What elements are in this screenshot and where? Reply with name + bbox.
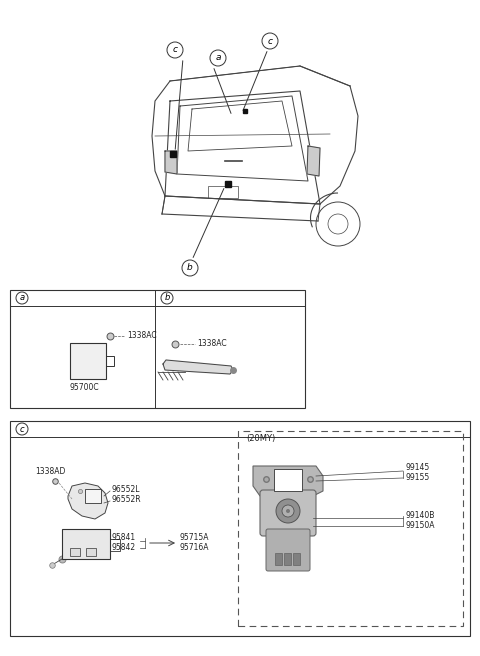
Text: 1338AD: 1338AD (35, 466, 65, 476)
Bar (62, 529, 110, 559)
Bar (284, 553, 291, 565)
Text: 95700C: 95700C (70, 382, 100, 392)
Text: 99145: 99145 (405, 464, 429, 472)
Text: 99150A: 99150A (405, 522, 434, 531)
Circle shape (161, 292, 173, 304)
Bar (85, 489, 101, 503)
Circle shape (16, 292, 28, 304)
Text: a: a (215, 54, 221, 62)
Text: 95841: 95841 (112, 533, 136, 543)
Polygon shape (253, 466, 323, 496)
Circle shape (167, 42, 183, 58)
Bar (208, 186, 238, 198)
Bar (110, 539, 120, 551)
Polygon shape (165, 151, 177, 174)
Bar (106, 356, 114, 366)
Text: c: c (267, 37, 273, 45)
Bar (70, 343, 106, 379)
Text: a: a (19, 293, 24, 302)
Bar (86, 548, 96, 556)
Bar (10, 421, 470, 636)
Text: 1338AC: 1338AC (197, 340, 227, 348)
Text: 96552L: 96552L (112, 485, 141, 493)
Text: 99155: 99155 (405, 474, 429, 483)
Text: 95716A: 95716A (180, 543, 209, 552)
Polygon shape (163, 360, 233, 374)
Text: c: c (20, 424, 24, 434)
Bar (70, 548, 80, 556)
Circle shape (210, 50, 226, 66)
FancyBboxPatch shape (266, 529, 310, 571)
Circle shape (286, 509, 290, 513)
Circle shape (282, 505, 294, 517)
Text: (20MY): (20MY) (246, 434, 275, 443)
Circle shape (262, 33, 278, 49)
Bar (238, 431, 463, 626)
Circle shape (16, 423, 28, 435)
Text: 99140B: 99140B (405, 512, 434, 520)
Bar (293, 553, 300, 565)
Circle shape (76, 351, 96, 371)
Text: b: b (187, 264, 193, 272)
Polygon shape (68, 483, 108, 519)
Text: 95715A: 95715A (180, 533, 209, 541)
Text: c: c (172, 45, 178, 54)
Bar (274, 469, 302, 491)
FancyBboxPatch shape (260, 490, 316, 536)
Polygon shape (307, 146, 320, 176)
Text: 96552R: 96552R (112, 495, 142, 504)
Bar (10, 290, 305, 408)
Bar (275, 553, 282, 565)
Text: 1338AC: 1338AC (127, 331, 156, 340)
Text: 95842: 95842 (112, 544, 136, 552)
Text: b: b (164, 293, 170, 302)
Circle shape (276, 499, 300, 523)
Circle shape (182, 260, 198, 276)
